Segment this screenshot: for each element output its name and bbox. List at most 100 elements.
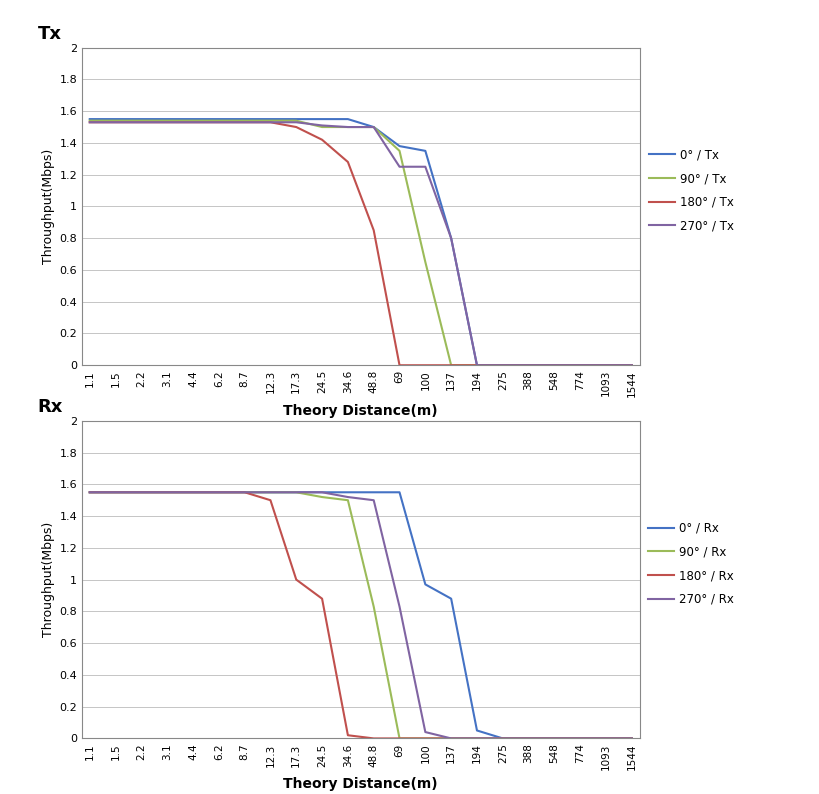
270° / Rx [239, 488, 249, 497]
Line: 270° / Rx: 270° / Rx [89, 492, 631, 738]
180° / Rx [84, 488, 94, 497]
0° / Tx [188, 114, 197, 124]
180° / Rx [600, 734, 610, 743]
180° / Tx [600, 360, 610, 370]
180° / Tx [136, 118, 146, 127]
180° / Rx [342, 730, 352, 740]
270° / Tx [575, 360, 585, 370]
Y-axis label: Throughput(Mbps): Throughput(Mbps) [42, 522, 55, 638]
0° / Rx [342, 488, 352, 497]
0° / Tx [84, 114, 94, 124]
180° / Rx [317, 594, 327, 603]
180° / Tx [84, 118, 94, 127]
270° / Tx [342, 122, 352, 132]
180° / Rx [239, 488, 249, 497]
90° / Rx [214, 488, 224, 497]
270° / Rx [317, 488, 327, 497]
180° / Tx [162, 118, 172, 127]
180° / Rx [497, 734, 507, 743]
180° / Tx [549, 360, 559, 370]
0° / Tx [497, 360, 507, 370]
180° / Rx [369, 734, 378, 743]
Line: 180° / Tx: 180° / Tx [89, 122, 631, 365]
90° / Tx [317, 122, 327, 132]
270° / Tx [369, 122, 378, 132]
270° / Rx [342, 492, 352, 502]
270° / Rx [188, 488, 197, 497]
270° / Rx [446, 734, 455, 743]
180° / Tx [446, 360, 455, 370]
180° / Tx [627, 360, 636, 370]
0° / Rx [162, 488, 172, 497]
270° / Rx [523, 734, 533, 743]
0° / Rx [549, 734, 559, 743]
90° / Rx [84, 488, 94, 497]
90° / Tx [369, 122, 378, 132]
90° / Tx [111, 116, 120, 125]
90° / Rx [549, 734, 559, 743]
90° / Rx [265, 488, 275, 497]
270° / Tx [627, 360, 636, 370]
180° / Tx [111, 118, 120, 127]
90° / Rx [317, 492, 327, 502]
Line: 0° / Rx: 0° / Rx [89, 492, 631, 738]
180° / Rx [549, 734, 559, 743]
180° / Tx [394, 360, 404, 370]
Y-axis label: Throughput(Mbps): Throughput(Mbps) [42, 148, 55, 264]
180° / Tx [265, 118, 275, 127]
90° / Rx [600, 734, 610, 743]
90° / Tx [394, 146, 404, 156]
Line: 90° / Rx: 90° / Rx [89, 492, 631, 738]
270° / Tx [214, 118, 224, 127]
270° / Tx [239, 118, 249, 127]
0° / Rx [111, 488, 120, 497]
0° / Rx [291, 488, 301, 497]
0° / Tx [472, 360, 482, 370]
270° / Rx [265, 488, 275, 497]
0° / Rx [239, 488, 249, 497]
0° / Tx [291, 114, 301, 124]
270° / Tx [162, 118, 172, 127]
90° / Rx [575, 734, 585, 743]
90° / Tx [214, 116, 224, 125]
270° / Rx [291, 488, 301, 497]
90° / Tx [523, 360, 533, 370]
0° / Rx [84, 488, 94, 497]
0° / Rx [575, 734, 585, 743]
0° / Rx [497, 734, 507, 743]
90° / Rx [188, 488, 197, 497]
180° / Rx [575, 734, 585, 743]
90° / Rx [369, 602, 378, 611]
270° / Rx [214, 488, 224, 497]
90° / Rx [394, 734, 404, 743]
X-axis label: Theory Distance(m): Theory Distance(m) [283, 403, 437, 418]
Legend: 0° / Tx, 90° / Tx, 180° / Tx, 270° / Tx: 0° / Tx, 90° / Tx, 180° / Tx, 270° / Tx [649, 148, 733, 233]
90° / Tx [84, 116, 94, 125]
90° / Rx [136, 488, 146, 497]
180° / Tx [291, 122, 301, 132]
270° / Rx [136, 488, 146, 497]
270° / Tx [523, 360, 533, 370]
0° / Rx [317, 488, 327, 497]
0° / Rx [472, 726, 482, 735]
180° / Tx [188, 118, 197, 127]
180° / Rx [446, 734, 455, 743]
Line: 90° / Tx: 90° / Tx [89, 121, 631, 365]
90° / Rx [291, 488, 301, 497]
270° / Tx [188, 118, 197, 127]
90° / Tx [291, 116, 301, 125]
270° / Tx [497, 360, 507, 370]
180° / Rx [291, 575, 301, 584]
90° / Tx [239, 116, 249, 125]
270° / Rx [575, 734, 585, 743]
180° / Rx [111, 488, 120, 497]
0° / Tx [342, 114, 352, 124]
180° / Tx [420, 360, 430, 370]
0° / Tx [136, 114, 146, 124]
180° / Rx [394, 734, 404, 743]
0° / Tx [600, 360, 610, 370]
270° / Rx [111, 488, 120, 497]
90° / Rx [497, 734, 507, 743]
0° / Rx [136, 488, 146, 497]
0° / Tx [369, 122, 378, 132]
